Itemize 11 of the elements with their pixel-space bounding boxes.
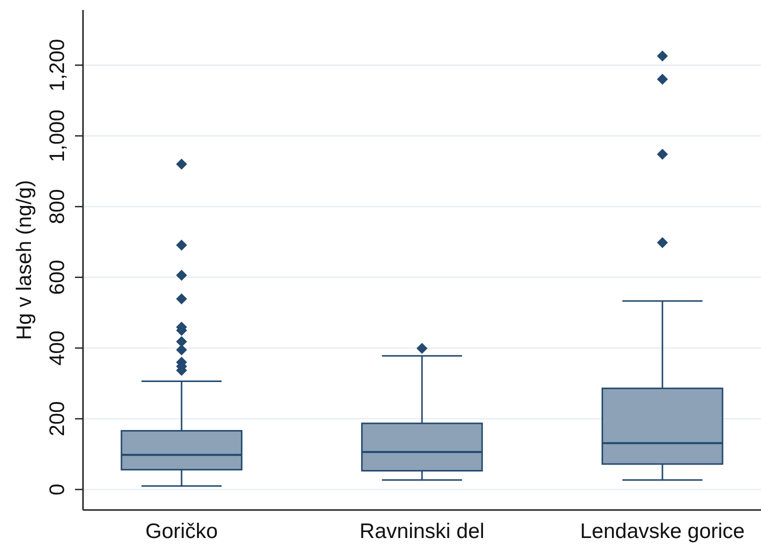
y-tick-label: 1,200 bbox=[46, 38, 69, 92]
y-tick-label: 200 bbox=[46, 401, 69, 436]
y-tick-label: 400 bbox=[46, 330, 69, 366]
y-tick-label: 600 bbox=[46, 260, 69, 295]
y-tick-label: 0 bbox=[46, 484, 69, 496]
x-tick-label: Ravninski del bbox=[360, 520, 484, 543]
y-axis-title: Hg v laseh (ng/g) bbox=[13, 180, 36, 340]
y-tick-label: 800 bbox=[46, 189, 69, 224]
y-tick-label: 1,000 bbox=[46, 110, 69, 162]
x-tick-label: Goričko bbox=[145, 520, 218, 543]
x-tick-label: Lendavske gorice bbox=[580, 520, 745, 543]
